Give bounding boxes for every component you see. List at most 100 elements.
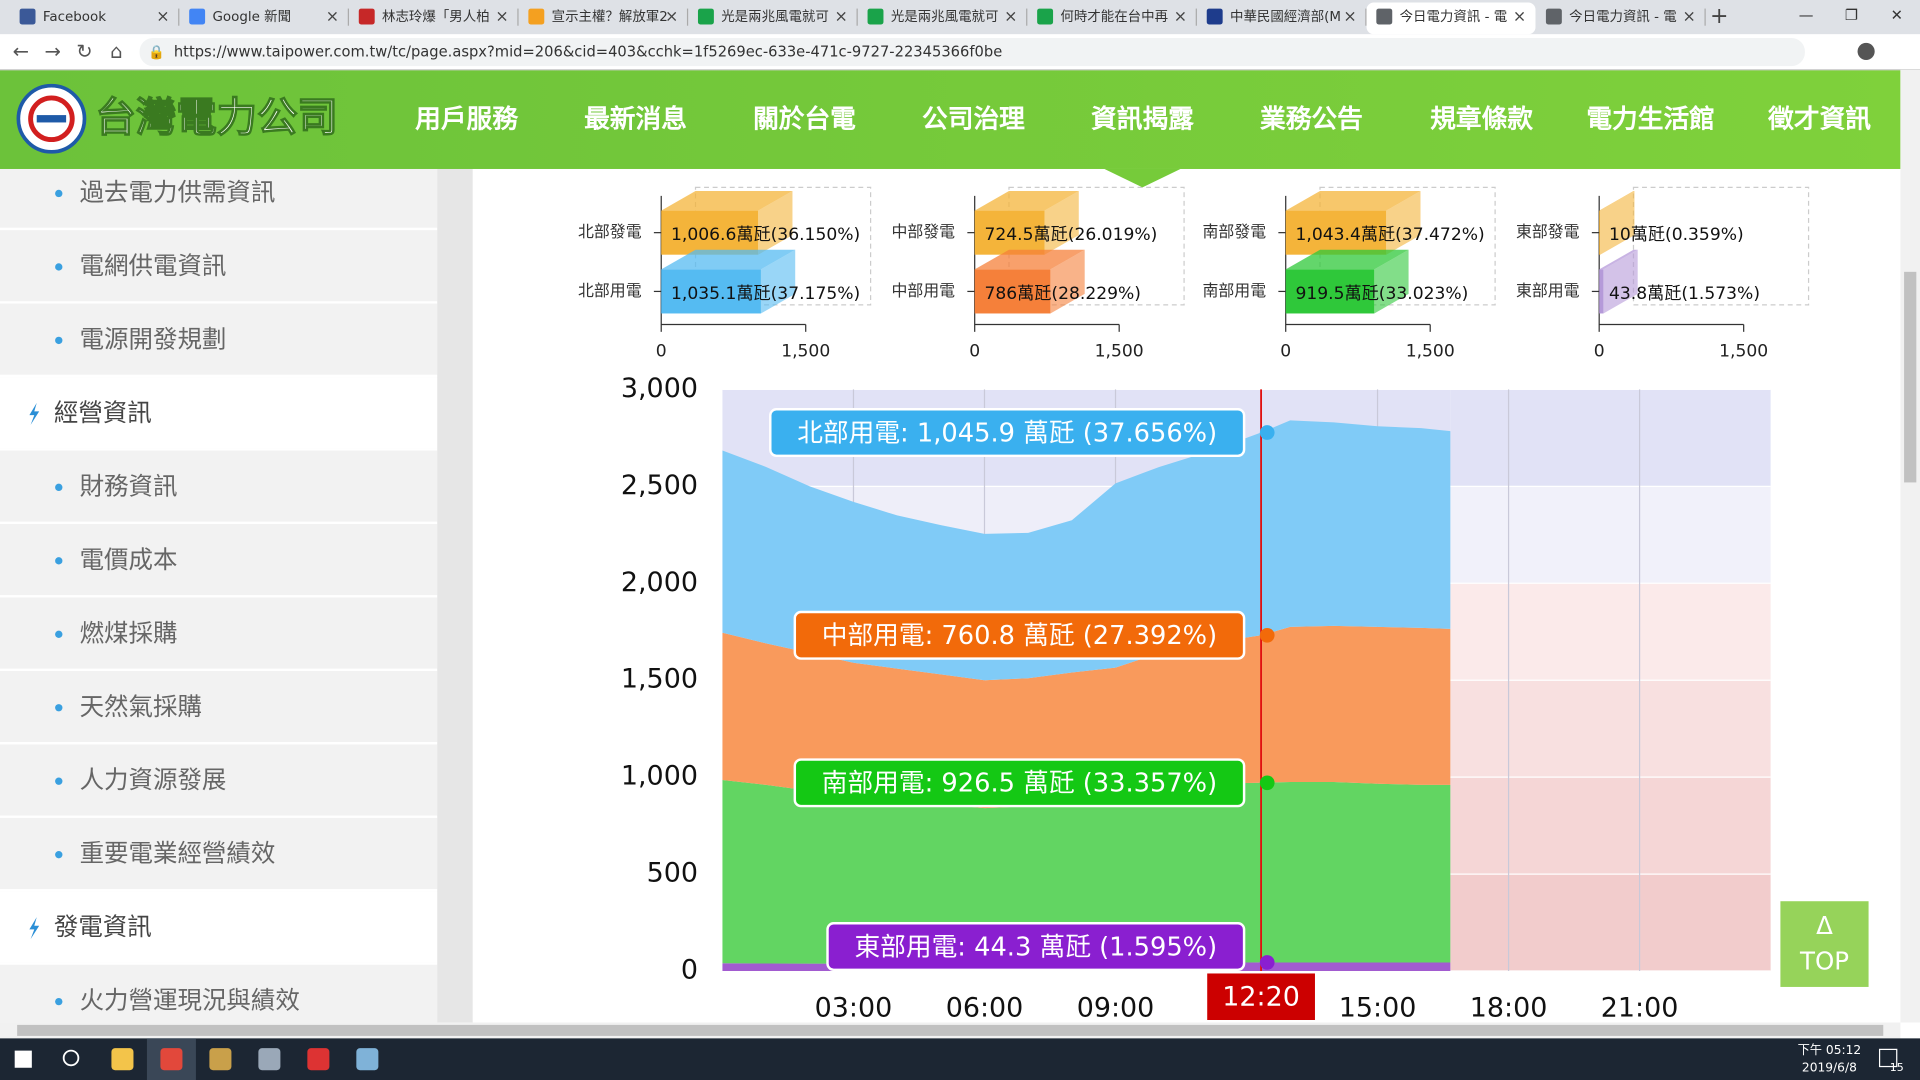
h-thumb[interactable] [17, 1024, 1884, 1036]
menu-text[interactable]: 燃煤採購 [80, 618, 178, 647]
bar-top [1599, 191, 1635, 211]
tab-title[interactable]: 何時才能在台中再 [1060, 9, 1168, 25]
menu-item[interactable] [0, 524, 438, 596]
tab-close[interactable]: × [665, 7, 678, 26]
window-control[interactable]: — [1799, 7, 1814, 24]
bar-side [758, 191, 793, 255]
plot-frame [1632, 186, 1810, 306]
menu-item[interactable] [0, 450, 438, 522]
area [722, 780, 1451, 964]
menu-item[interactable] [0, 597, 438, 669]
url[interactable]: https://www.taipower.com.tw/tc/page.aspx… [174, 44, 1002, 61]
menu-item[interactable] [0, 303, 438, 375]
nav-item[interactable]: 電力生活館 [1586, 104, 1715, 135]
menu-item[interactable] [0, 744, 438, 816]
new-tab[interactable]: + [1710, 4, 1728, 29]
top-arrow[interactable]: Δ [1816, 911, 1833, 940]
tooltip-box [826, 922, 1246, 972]
notification-icon[interactable] [1878, 1048, 1898, 1068]
menu-item[interactable] [0, 817, 438, 889]
nav-button[interactable]: → [44, 40, 60, 63]
nav-item[interactable]: 徵才資訊 [1767, 104, 1871, 135]
menu-text[interactable]: 人力資源發展 [80, 765, 227, 794]
y-tick-label: 北部發電 [578, 222, 642, 241]
tab-title[interactable]: 中華民國經濟部(M [1230, 9, 1341, 25]
taskbar-app[interactable] [356, 1048, 379, 1071]
y-tick-label: 2,500 [621, 470, 698, 501]
tab-title[interactable]: 光是兩兆風電就可 [721, 9, 829, 25]
bar-side [1044, 191, 1079, 255]
menu-text[interactable]: 電價成本 [80, 545, 178, 574]
window-control[interactable]: ✕ [1891, 7, 1903, 24]
taskbar-app[interactable] [160, 1048, 183, 1071]
nav-item[interactable]: 關於台電 [753, 104, 856, 135]
taskbar-app[interactable] [111, 1048, 134, 1071]
favicon [1545, 8, 1562, 25]
menu-text[interactable]: 財務資訊 [80, 471, 178, 500]
tab-close[interactable]: × [1174, 7, 1187, 26]
menu-item[interactable] [0, 230, 438, 302]
search-icon[interactable] [62, 1049, 80, 1067]
x-tick-label: 06:00 [946, 992, 1024, 1023]
window-control[interactable]: ❐ [1845, 7, 1858, 24]
menu-text[interactable]: 電源開發規劃 [80, 324, 227, 353]
nav-button[interactable]: ↻ [76, 40, 92, 63]
bar [1599, 210, 1601, 255]
omnibox[interactable] [139, 37, 1805, 67]
bar-top [661, 249, 796, 270]
clock-time: 下午 05:12 [1798, 1043, 1862, 1057]
menu-item[interactable] [0, 891, 438, 963]
tab-close[interactable]: × [495, 7, 508, 26]
nav-item[interactable]: 業務公告 [1260, 105, 1363, 135]
tab-title[interactable]: Google 新聞 [212, 9, 291, 25]
tab-title[interactable]: 今日電力資訊 - 電 [1569, 9, 1677, 25]
nav-item[interactable]: 用戶服務 [415, 105, 519, 135]
nav-item[interactable]: 最新消息 [584, 104, 687, 135]
menu-text[interactable]: 重要電業經營績效 [80, 839, 276, 868]
nav-item[interactable]: 公司治理 [922, 105, 1025, 135]
menu-text[interactable]: 天然氣採購 [80, 692, 202, 721]
nav-button[interactable]: ⌂ [110, 40, 122, 63]
top-label[interactable]: TOP [1799, 946, 1849, 975]
tab-close[interactable]: × [326, 7, 339, 26]
bar-top [1285, 191, 1421, 211]
bar-top [661, 191, 793, 211]
tab-title[interactable]: 林志玲爆「男人柏 [382, 9, 490, 25]
menu-item[interactable] [0, 377, 438, 449]
menu-text[interactable]: 火力營運現況與績效 [80, 986, 300, 1015]
tab-close[interactable]: × [1004, 7, 1017, 26]
taskbar-app[interactable] [258, 1048, 281, 1071]
tab-title[interactable]: 光是兩兆風電就可 [891, 9, 999, 25]
taskbar-app[interactable] [307, 1048, 330, 1071]
profile[interactable] [1857, 42, 1875, 60]
menu-text[interactable]: 過去電力供需資訊 [80, 177, 276, 206]
tab-title[interactable]: 今日電力資訊 - 電 [1400, 9, 1508, 25]
menu-text[interactable]: 電網供電資訊 [80, 251, 227, 280]
current-dot [1259, 955, 1275, 970]
bullet [55, 997, 63, 1006]
tab-close[interactable]: × [156, 7, 169, 26]
tab-title[interactable]: 宣示主權？解放軍2 [552, 9, 668, 25]
v-thumb[interactable] [1904, 271, 1917, 483]
tab-title[interactable]: Facebook [43, 10, 106, 25]
taskbar-app[interactable] [209, 1048, 232, 1071]
y-tick-label: 500 [647, 858, 698, 889]
x-tick-label: 0 [969, 341, 980, 361]
nav-item[interactable]: 規章條款 [1430, 104, 1533, 135]
menu-text[interactable]: 發電資訊 [54, 912, 152, 941]
tab-close[interactable]: × [1513, 7, 1526, 26]
menu-item[interactable] [0, 671, 438, 743]
x-tick-label: 18:00 [1470, 992, 1548, 1023]
value-label: 724.5萬瓩(26.019%) [984, 225, 1157, 245]
favicon [19, 8, 36, 25]
tab-close[interactable]: × [1683, 7, 1696, 26]
top-button[interactable] [1780, 901, 1869, 987]
tab-close[interactable]: × [1343, 7, 1356, 26]
nav-button[interactable]: ← [13, 40, 29, 63]
current-dot [1259, 775, 1275, 791]
start-button[interactable] [14, 1050, 32, 1068]
nav-item[interactable]: 資訊揭露 [1091, 104, 1194, 135]
menu-text[interactable]: 經營資訊 [54, 398, 152, 427]
tab-close[interactable]: × [835, 7, 848, 26]
bar [1599, 269, 1604, 314]
